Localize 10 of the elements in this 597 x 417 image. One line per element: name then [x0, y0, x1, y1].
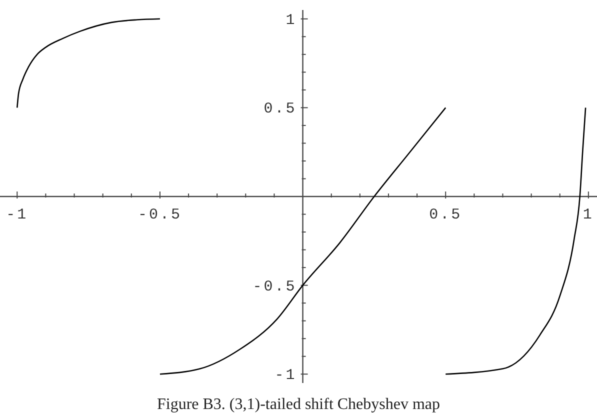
y-tick-label: 0.5 [264, 100, 297, 118]
caption: Figure B3. (3,1)-tailed shift Chebyshev map [156, 396, 440, 413]
x-tick-label: 1 [582, 206, 594, 224]
x-tick-label: 0.5 [429, 206, 462, 224]
line-series [16, 18, 161, 108]
x-tick-label: -0.5 [138, 206, 182, 224]
y-tick-label: 1 [286, 12, 297, 29]
y-tick-label: -0.5 [252, 278, 297, 296]
y-tick-label: -1 [274, 367, 297, 384]
x-tick-label: -1 [6, 206, 28, 224]
